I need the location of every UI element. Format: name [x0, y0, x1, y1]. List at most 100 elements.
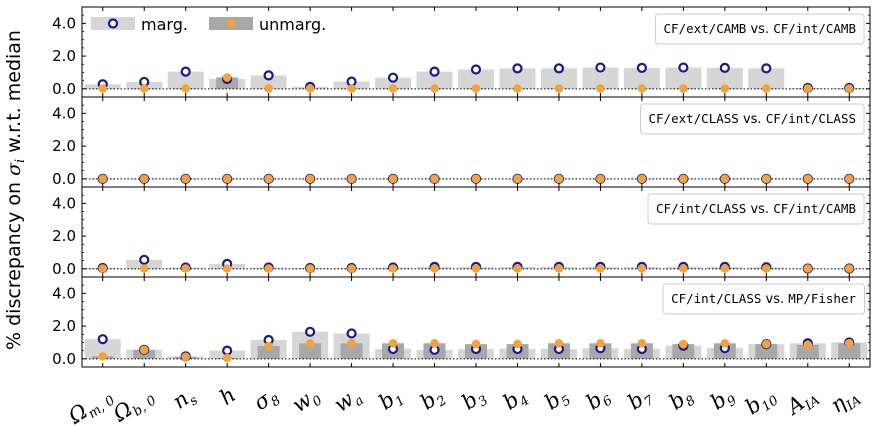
unmarg-marker	[98, 174, 108, 184]
marg-bar	[167, 71, 204, 89]
x-tick-label: b5	[540, 382, 574, 417]
y-tick-label: 0.0	[52, 170, 76, 188]
unmarg-marker	[264, 264, 273, 273]
unmarg-marker	[264, 341, 273, 351]
y-tick-label: 4.0	[52, 284, 76, 302]
unmarg-marker	[720, 84, 730, 93]
unmarg-marker	[222, 174, 232, 184]
x-tick-label: b1	[374, 382, 408, 417]
unmarg-marker	[762, 264, 771, 273]
unmarg-marker	[471, 339, 481, 349]
x-tick-label: σ8	[249, 382, 284, 418]
x-tick-label: b9	[706, 382, 740, 417]
marg-marker	[761, 63, 772, 74]
unmarg-marker	[139, 174, 149, 184]
unmarg-bar	[340, 343, 363, 359]
unmarg-marker	[803, 340, 813, 350]
annotation-box	[662, 283, 865, 315]
unmarg-marker	[720, 264, 730, 273]
comparison-label: CF/int/CLASS vs. CF/int/CAMB	[656, 201, 856, 217]
unmarg-marker	[803, 264, 813, 273]
marg-marker	[429, 66, 440, 77]
unmarg-bar	[299, 343, 322, 359]
panel-annotation: CF/ext/CLASS vs. CF/int/CLASS	[640, 103, 865, 135]
y-tick-label: 4.0	[52, 194, 76, 212]
panel-3: 0.0 2.0 4.0 CF/int/CLASS vs. CF/int/CAMB	[52, 186, 871, 278]
marg-bar	[84, 339, 121, 359]
unmarg-marker	[305, 264, 315, 273]
unmarg-marker	[222, 264, 232, 273]
legend-marg-marker	[107, 18, 119, 29]
unmarg-marker	[844, 84, 854, 93]
unmarg-marker	[181, 264, 190, 273]
unmarg-marker	[264, 174, 273, 184]
annotation-box	[655, 13, 865, 45]
x-tick-label: b6	[582, 382, 616, 417]
marg-bar	[540, 68, 577, 89]
marg-marker	[595, 62, 606, 73]
marg-bar	[706, 67, 743, 89]
unmarg-marker	[305, 84, 315, 93]
unmarg-marker	[430, 264, 439, 273]
unmarg-marker	[554, 174, 564, 184]
marg-marker	[719, 62, 730, 73]
unmarg-marker	[720, 338, 730, 348]
y-tick-label: 2.0	[52, 137, 76, 155]
y-tick-label: 0.0	[52, 80, 76, 98]
unmarg-marker	[762, 174, 771, 184]
unmarg-marker	[430, 84, 439, 93]
unmarg-marker	[596, 264, 605, 273]
unmarg-marker	[347, 84, 356, 93]
unmarg-marker	[430, 338, 439, 348]
unmarg-marker	[388, 84, 398, 93]
unmarg-bar	[838, 343, 861, 359]
legend: marg. unmarg.	[91, 15, 326, 34]
comparison-label: CF/ext/CLASS vs. CF/int/CLASS	[649, 111, 857, 127]
y-tick-label: 0.0	[52, 350, 76, 368]
unmarg-marker	[305, 174, 315, 184]
annotation-box	[647, 193, 865, 225]
y-tick-label: 4.0	[52, 104, 76, 122]
marg-marker	[470, 64, 482, 75]
annotation-box	[640, 103, 865, 135]
unmarg-marker	[844, 264, 854, 273]
unmarg-marker	[803, 174, 813, 184]
unmarg-marker	[637, 338, 647, 348]
unmarg-marker	[513, 339, 522, 349]
unmarg-marker	[264, 84, 273, 93]
x-tick-label: b8	[665, 382, 699, 417]
marg-marker	[222, 345, 233, 356]
marg-bar	[375, 77, 412, 89]
x-tick-label: ηIA	[826, 382, 864, 420]
x-tick-label: b10	[741, 382, 782, 422]
unmarg-marker	[554, 338, 564, 348]
y-tick-label: 0.0	[52, 260, 76, 278]
unmarg-marker	[637, 84, 647, 93]
marg-bar	[499, 68, 536, 89]
marg-marker	[678, 62, 689, 73]
unmarg-marker	[388, 174, 398, 184]
panel-2: 0.0 2.0 4.0 CF/ext/CLASS vs. CF/int/CLASS	[52, 96, 871, 188]
unmarg-marker	[471, 174, 481, 184]
y-tick-label: 2.0	[52, 317, 76, 335]
marg-marker	[512, 63, 523, 74]
unmarg-marker	[513, 264, 522, 273]
x-tick-label: b3	[457, 382, 491, 417]
unmarg-marker	[637, 174, 647, 184]
unmarg-marker	[679, 174, 688, 184]
panel-1: 0.0 2.0 4.0 CF/ext/CAMB vs. CF/int/CAMB marg…	[52, 6, 871, 98]
unmarg-marker	[844, 338, 854, 348]
y-tick-label: 2.0	[52, 227, 76, 245]
unmarg-marker	[471, 84, 481, 93]
unmarg-marker	[554, 264, 564, 273]
legend-marg-label: marg.	[141, 15, 188, 34]
unmarg-bar	[257, 346, 280, 359]
unmarg-marker	[803, 84, 813, 93]
panel-4: 0.0 2.0 4.0 CF/int/CLASS vs. MP/Fisher	[52, 276, 871, 368]
marg-marker	[305, 326, 316, 337]
y-axis-label: % discrepancy on σi w.r.t. median	[3, 30, 28, 350]
unmarg-marker	[98, 264, 108, 273]
panel-annotation: CF/ext/CAMB vs. CF/int/CAMB	[655, 13, 865, 45]
unmarg-marker	[222, 73, 232, 82]
x-tick-label: b7	[623, 382, 657, 418]
